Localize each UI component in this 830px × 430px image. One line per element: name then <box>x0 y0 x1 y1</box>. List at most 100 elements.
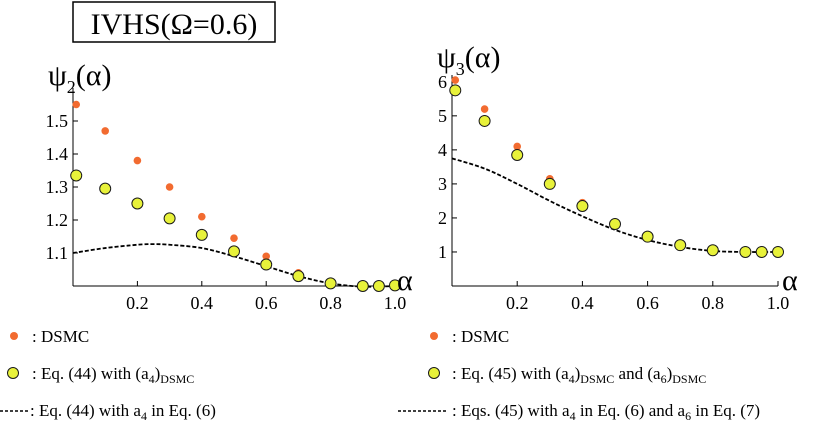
legend-right-eq-sub-b: DSMC <box>580 372 614 386</box>
right-ytick-label: 6 <box>438 72 447 92</box>
legend-right-eq-sub-c: 6 <box>661 372 667 386</box>
legend-left-eq-sub-b: DSMC <box>160 372 194 386</box>
left-dsmc-point <box>165 183 174 191</box>
right-eq-point <box>641 230 654 243</box>
legend-right-eq-text-d: ) <box>667 364 673 383</box>
legend-left-dashed-sub-a: 4 <box>141 409 147 423</box>
legend-right-dashed-sub-a: 4 <box>570 409 576 423</box>
legend-left-eq-marker <box>7 367 19 379</box>
left-ylabel-tail: (α) <box>76 59 112 92</box>
right-eq-point <box>739 245 752 258</box>
left-dsmc-point <box>72 100 81 109</box>
left-eq-point <box>389 279 401 292</box>
left-legend: : DSMC : Eq. (44) with (a4)DSMC : Eq. (4… <box>0 327 216 423</box>
left-xtick-label: 0.8 <box>319 293 342 313</box>
left-ytick-label: 1.1 <box>46 243 69 263</box>
right-eq-point <box>609 218 621 231</box>
right-dsmc-point <box>451 76 460 84</box>
left-eq-point <box>195 228 208 241</box>
legend-right-eq-sub-a: 4 <box>569 372 575 386</box>
left-dsmc-point <box>101 127 109 135</box>
legend-right-eq-text-b: ) <box>575 364 581 383</box>
left-ylabel-main: ψ <box>48 59 67 92</box>
right-ylabel-main: ψ <box>437 41 456 74</box>
right-eq-point <box>478 114 491 127</box>
right-ytick-label: 3 <box>438 174 447 194</box>
legend-right-dsmc-marker <box>430 332 438 340</box>
legend-right-dashed-text-c: in Eq. (7) <box>691 401 760 420</box>
legend-left-eq-text-b: ) <box>155 364 161 383</box>
legend-right-eq-marker <box>428 367 440 379</box>
right-xtick-label: 1.0 <box>767 293 790 313</box>
right-xtick-label: 0.6 <box>636 293 659 313</box>
left-ytick-label: 1.3 <box>46 177 69 197</box>
chart-title: IVHS(Ω=0.6) <box>91 8 258 41</box>
right-ytick-label: 2 <box>438 208 447 228</box>
left-eq-point <box>372 280 385 292</box>
left-xlabel: α <box>397 264 413 297</box>
left-eq-point <box>228 245 240 258</box>
right-xtick-label: 0.8 <box>702 293 725 313</box>
right-ylabel-sub: 3 <box>456 59 465 79</box>
right-eq-point <box>576 200 589 213</box>
right-xlabel: α <box>782 264 798 297</box>
right-xtick-label: 0.4 <box>571 293 594 313</box>
left-eq-point <box>356 280 369 292</box>
legend-left-eq-text-a: : Eq. (44) with (a <box>32 364 149 383</box>
right-eq-point <box>755 245 768 258</box>
legend-left-dsmc-label: : DSMC <box>32 327 89 346</box>
left-xtick-label: 1.0 <box>384 293 407 313</box>
left-eq-point <box>99 182 112 195</box>
left-dsmc-point <box>133 156 142 165</box>
legend-right-dashed-text-b: in Eq. (6) and a <box>576 401 686 420</box>
right-series <box>449 76 784 258</box>
left-ytick-label: 1.2 <box>46 210 69 230</box>
right-ytick-label: 5 <box>438 106 447 126</box>
legend-right-eq-label: : Eq. (45) with (a4)DSMC and (a6)DSMC <box>452 364 706 386</box>
legend-left-eq-sub-a: 4 <box>149 372 155 386</box>
title-box: IVHS(Ω=0.6) <box>72 1 276 43</box>
left-eq-point <box>163 212 176 225</box>
legend-right-dashed-text-a: : Eqs. (45) with a <box>452 401 570 420</box>
left-xtick-label: 0.2 <box>126 293 149 313</box>
right-dsmc-point <box>480 105 489 113</box>
legend-right-dashed-sub-b: 6 <box>685 409 691 423</box>
left-dsmc-point <box>198 212 206 221</box>
legend-left-dashed-text-a: : Eq. (44) with a <box>30 401 141 420</box>
legend-left-dashed-label: : Eq. (44) with a4 in Eq. (6) <box>30 401 216 423</box>
left-ticks: 0.2 0.4 0.6 0.8 1.0 1.1 1.2 1.3 1.4 1.5 <box>46 111 407 313</box>
left-eq-point <box>292 270 305 283</box>
right-eq-point <box>543 177 556 190</box>
right-eq-point <box>511 148 524 161</box>
left-dsmc-point <box>230 234 238 242</box>
left-eq-point <box>131 197 144 210</box>
legend-left-dsmc-marker <box>10 332 18 340</box>
left-ylabel-sub: 2 <box>67 77 76 97</box>
left-ytick-label: 1.5 <box>46 111 69 131</box>
right-eq-point <box>674 239 687 252</box>
right-eq-point <box>449 84 462 97</box>
right-ylabel: ψ3(α) <box>437 41 500 79</box>
legend-right-eq-text-c: and (a <box>614 364 661 383</box>
legend-right-eq-sub-d: DSMC <box>672 372 706 386</box>
left-eq-point <box>324 277 337 290</box>
right-dsmc-point <box>513 142 521 151</box>
right-ytick-label: 4 <box>438 140 447 160</box>
left-xtick-label: 0.4 <box>191 293 214 313</box>
right-eq-point <box>772 245 784 258</box>
left-eq-point <box>260 258 273 271</box>
right-ylabel-tail: (α) <box>465 41 501 74</box>
right-eq-point <box>706 244 719 257</box>
legend-left-eq-label: : Eq. (44) with (a4)DSMC <box>32 364 194 386</box>
left-ylabel: ψ2(α) <box>48 59 111 97</box>
left-xtick-label: 0.6 <box>255 293 278 313</box>
legend-right-eq-text-a: : Eq. (45) with (a <box>452 364 569 383</box>
right-ticks: 0.2 0.4 0.6 0.8 1.0 1 2 3 4 5 6 <box>438 72 789 313</box>
left-dsmc-point <box>262 252 271 261</box>
legend-left-dashed-text-b: in Eq. (6) <box>147 401 216 420</box>
legend-right-dashed-label: : Eqs. (45) with a4 in Eq. (6) and a6 in… <box>452 401 760 423</box>
right-xtick-label: 0.2 <box>506 293 529 313</box>
right-legend: : DSMC : Eq. (45) with (a4)DSMC and (a6)… <box>398 327 760 423</box>
